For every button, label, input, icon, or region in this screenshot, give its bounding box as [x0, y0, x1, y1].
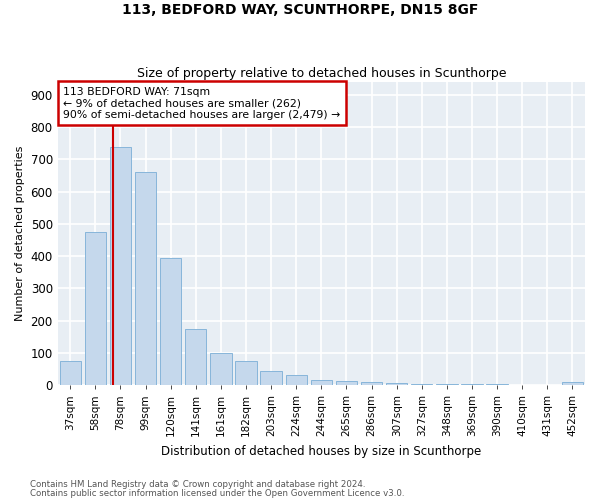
Bar — [110, 146, 131, 385]
Bar — [487, 384, 508, 385]
Bar — [235, 361, 257, 385]
Text: 113 BEDFORD WAY: 71sqm
← 9% of detached houses are smaller (262)
90% of semi-det: 113 BEDFORD WAY: 71sqm ← 9% of detached … — [63, 86, 340, 120]
Text: Contains HM Land Registry data © Crown copyright and database right 2024.: Contains HM Land Registry data © Crown c… — [30, 480, 365, 489]
Bar — [436, 384, 458, 385]
Bar — [361, 382, 382, 385]
Bar — [311, 380, 332, 385]
Bar — [160, 258, 181, 385]
Bar — [210, 353, 232, 385]
Title: Size of property relative to detached houses in Scunthorpe: Size of property relative to detached ho… — [137, 66, 506, 80]
Bar — [461, 384, 482, 385]
Bar — [185, 328, 206, 385]
Bar — [260, 370, 282, 385]
Bar — [386, 383, 407, 385]
Bar — [135, 172, 156, 385]
Text: Contains public sector information licensed under the Open Government Licence v3: Contains public sector information licen… — [30, 488, 404, 498]
Bar — [59, 361, 81, 385]
Bar — [286, 376, 307, 385]
Y-axis label: Number of detached properties: Number of detached properties — [15, 146, 25, 321]
Bar — [562, 382, 583, 385]
Bar — [85, 232, 106, 385]
Text: 113, BEDFORD WAY, SCUNTHORPE, DN15 8GF: 113, BEDFORD WAY, SCUNTHORPE, DN15 8GF — [122, 2, 478, 16]
X-axis label: Distribution of detached houses by size in Scunthorpe: Distribution of detached houses by size … — [161, 444, 481, 458]
Bar — [411, 384, 433, 385]
Bar — [336, 381, 357, 385]
